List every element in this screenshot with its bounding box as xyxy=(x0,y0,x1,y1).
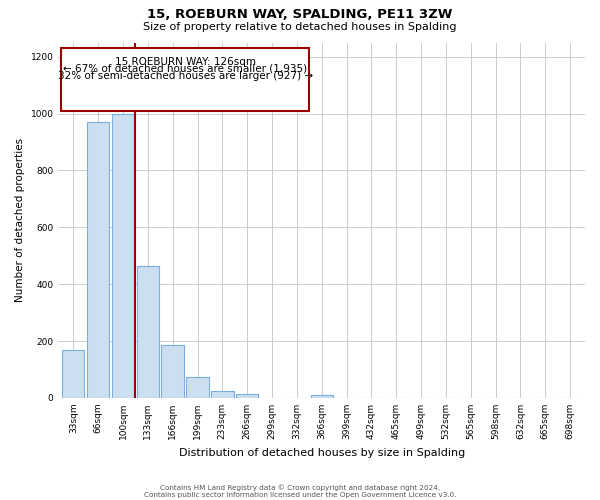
Bar xyxy=(211,391,233,398)
Bar xyxy=(87,122,109,398)
Text: Contains public sector information licensed under the Open Government Licence v3: Contains public sector information licen… xyxy=(144,492,456,498)
Text: 32% of semi-detached houses are larger (927) →: 32% of semi-detached houses are larger (… xyxy=(58,71,313,81)
Text: Size of property relative to detached houses in Spalding: Size of property relative to detached ho… xyxy=(143,22,457,32)
Bar xyxy=(311,394,333,398)
Bar xyxy=(161,346,184,398)
Bar xyxy=(62,350,85,398)
X-axis label: Distribution of detached houses by size in Spalding: Distribution of detached houses by size … xyxy=(179,448,465,458)
Text: ← 67% of detached houses are smaller (1,935): ← 67% of detached houses are smaller (1,… xyxy=(63,64,307,74)
Bar xyxy=(137,266,159,398)
Bar xyxy=(112,114,134,398)
Text: 15 ROEBURN WAY: 126sqm: 15 ROEBURN WAY: 126sqm xyxy=(115,56,256,66)
FancyBboxPatch shape xyxy=(61,48,309,110)
Text: 15, ROEBURN WAY, SPALDING, PE11 3ZW: 15, ROEBURN WAY, SPALDING, PE11 3ZW xyxy=(148,8,452,20)
Bar xyxy=(236,394,259,398)
Y-axis label: Number of detached properties: Number of detached properties xyxy=(15,138,25,302)
Bar xyxy=(187,376,209,398)
Text: Contains HM Land Registry data © Crown copyright and database right 2024.: Contains HM Land Registry data © Crown c… xyxy=(160,484,440,491)
